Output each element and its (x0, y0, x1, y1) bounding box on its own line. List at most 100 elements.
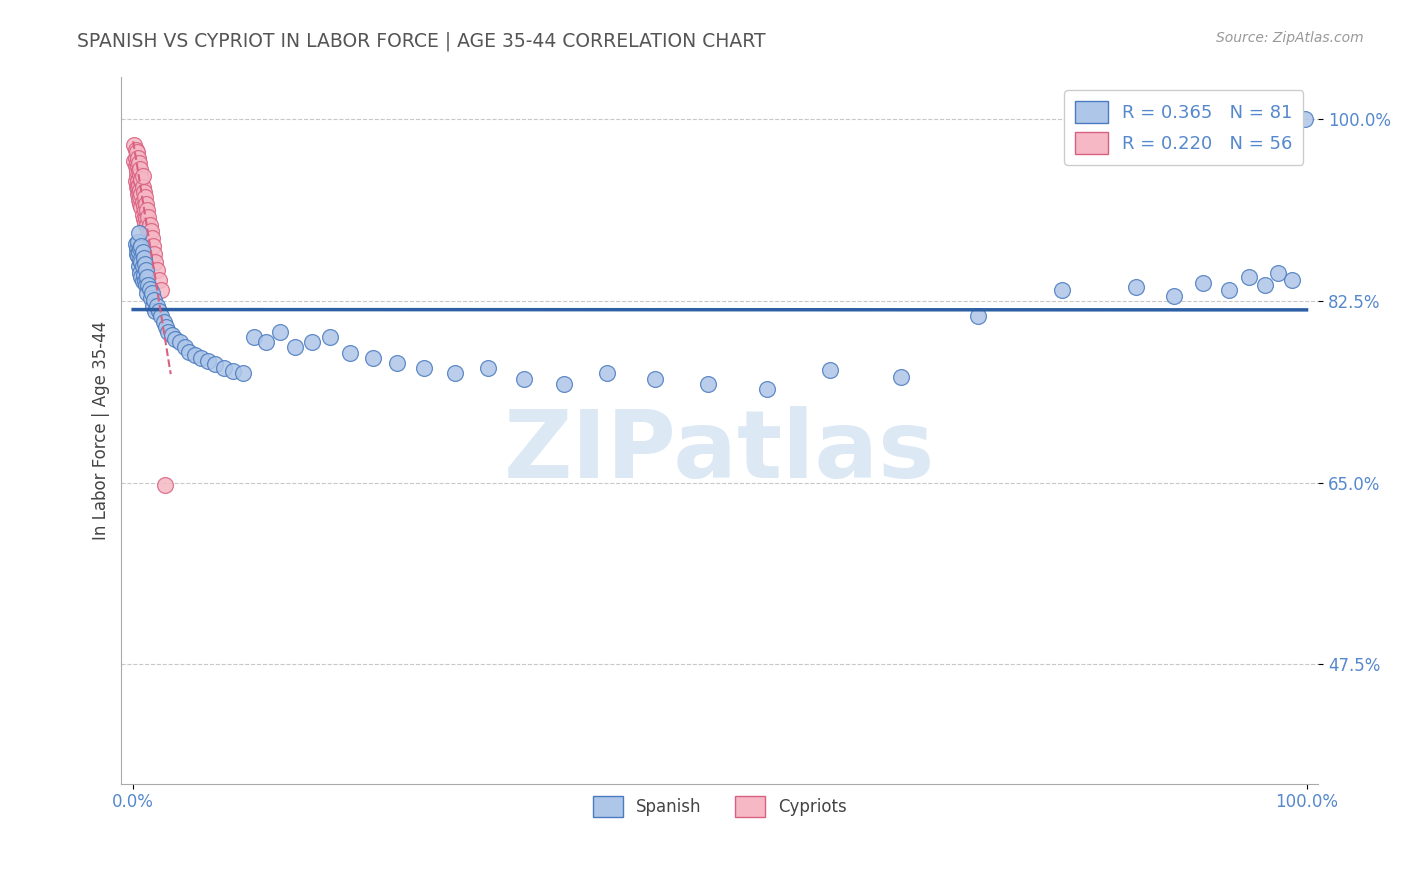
Point (184, 348, 207, 362)
Point (138, 282, 160, 296)
Point (131, 195, 153, 210)
Point (143, 293, 166, 307)
Point (139, 224, 162, 238)
Point (131, 269, 153, 284)
Point (513, 371, 536, 385)
Point (131, 200, 153, 214)
Point (1237, 269, 1260, 284)
Point (212, 361, 235, 376)
Point (284, 341, 307, 355)
Point (157, 325, 180, 339)
Point (124, 174, 146, 188)
Point (125, 164, 148, 178)
Text: SPANISH VS CYPRIOT IN LABOR FORCE | AGE 35-44 CORRELATION CHART: SPANISH VS CYPRIOT IN LABOR FORCE | AGE … (77, 31, 766, 51)
Legend: Spanish, Cypriots: Spanish, Cypriots (585, 788, 855, 825)
Point (131, 186, 153, 201)
Point (155, 319, 177, 334)
Point (319, 330, 342, 344)
Point (127, 159, 149, 173)
Point (135, 211, 157, 225)
Point (222, 364, 245, 378)
Point (127, 174, 149, 188)
Point (890, 369, 912, 384)
Text: Source: ZipAtlas.com: Source: ZipAtlas.com (1216, 31, 1364, 45)
Point (135, 197, 157, 211)
Point (132, 268, 155, 282)
Point (169, 335, 191, 350)
Point (131, 208, 153, 222)
Point (1218, 284, 1240, 298)
Point (148, 273, 170, 287)
Point (755, 382, 778, 396)
Point (131, 172, 153, 186)
Point (269, 325, 291, 339)
Point (128, 155, 150, 169)
Point (125, 242, 148, 256)
Point (361, 351, 384, 365)
Point (138, 210, 160, 224)
Point (134, 216, 156, 230)
Point (129, 253, 152, 268)
Point (129, 183, 152, 197)
Point (127, 249, 149, 263)
Point (128, 226, 150, 240)
Point (644, 371, 666, 385)
Point (148, 304, 170, 318)
Point (1281, 273, 1303, 287)
Point (152, 314, 174, 328)
Point (131, 238, 153, 252)
Point (124, 236, 146, 251)
Point (136, 286, 159, 301)
Point (697, 376, 720, 391)
Point (129, 161, 152, 176)
Point (128, 244, 150, 259)
Point (129, 197, 152, 211)
Point (145, 255, 167, 269)
Point (139, 291, 162, 305)
Point (131, 255, 153, 269)
Point (143, 247, 166, 261)
Point (131, 169, 153, 183)
Point (1254, 278, 1277, 293)
Point (131, 274, 153, 288)
Point (124, 143, 146, 157)
Point (136, 203, 159, 218)
Point (124, 152, 146, 166)
Point (128, 164, 150, 178)
Point (131, 179, 153, 194)
Point (129, 190, 152, 204)
Point (141, 231, 163, 245)
Point (124, 138, 146, 153)
Point (124, 153, 146, 168)
Point (153, 477, 176, 491)
Point (443, 367, 465, 381)
Point (301, 335, 323, 350)
Point (142, 299, 165, 313)
Point (134, 257, 156, 271)
Point (160, 328, 183, 343)
Point (339, 345, 361, 359)
Point (131, 260, 153, 274)
Point (1267, 266, 1289, 280)
Point (138, 278, 160, 293)
Point (138, 218, 160, 232)
Point (135, 278, 157, 293)
Point (131, 174, 153, 188)
Point (124, 159, 146, 173)
Point (127, 235, 149, 249)
Point (136, 218, 159, 232)
Point (136, 269, 159, 284)
Point (125, 145, 148, 160)
Point (135, 262, 157, 277)
Point (125, 179, 148, 194)
Point (125, 155, 148, 169)
Y-axis label: In Labor Force | Age 35-44: In Labor Force | Age 35-44 (93, 321, 110, 541)
Point (413, 361, 436, 376)
Point (128, 178, 150, 193)
Point (145, 299, 167, 313)
Point (150, 284, 173, 298)
Point (134, 274, 156, 288)
Point (204, 357, 226, 371)
Point (134, 190, 156, 204)
Point (129, 266, 152, 280)
